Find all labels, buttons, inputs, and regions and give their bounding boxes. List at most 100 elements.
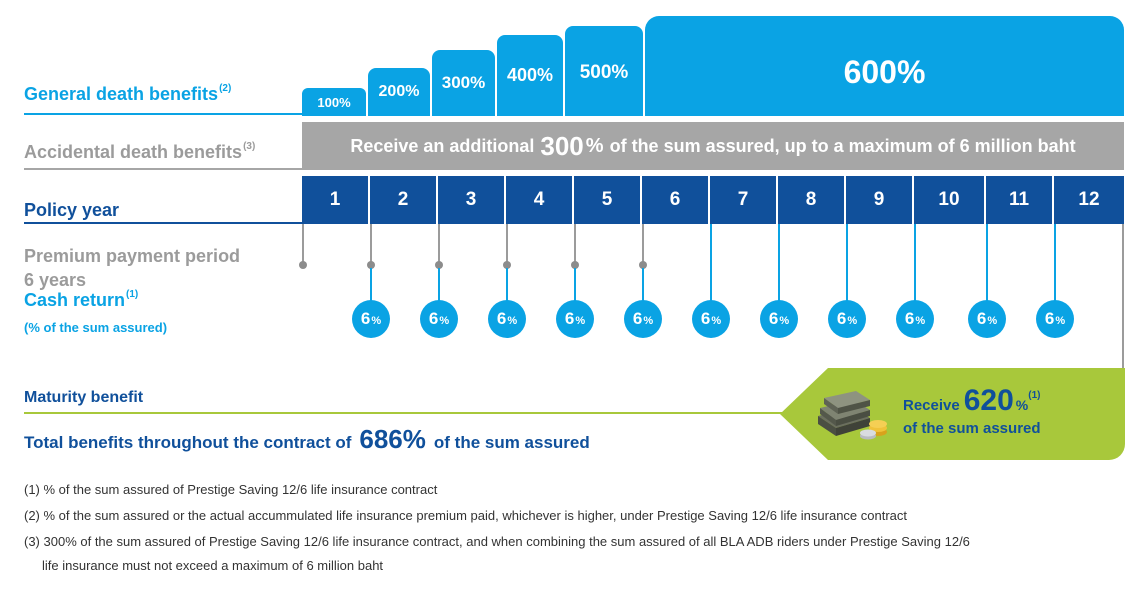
accidental-death-underline <box>24 168 302 170</box>
cash-connector-8 <box>846 224 848 302</box>
cash-circle-1-value: 6 <box>360 309 371 328</box>
death-step-4-value: 400% <box>506 65 554 85</box>
total-before: Total benefits throughout the contract o… <box>24 433 352 452</box>
cash-connector-3 <box>506 268 508 302</box>
cash-connector-6 <box>710 224 712 302</box>
death-step-6: 600% <box>645 16 1124 116</box>
cash-connector-7 <box>778 224 780 302</box>
year-2: 2 <box>370 176 436 224</box>
death-step-1-value: 100% <box>317 94 351 110</box>
year-5: 5 <box>574 176 640 224</box>
death-step-4: 400% <box>497 35 563 116</box>
general-death-underline <box>24 113 302 115</box>
cash-bundle-icon <box>818 391 870 436</box>
footnote-2: (2) % of the sum assured or the actual a… <box>24 508 908 523</box>
premium-line2: 6 years <box>24 270 87 290</box>
death-step-6-value: 600% <box>843 54 926 90</box>
year-2-value: 2 <box>397 189 409 210</box>
year-3: 3 <box>438 176 504 224</box>
year-5-value: 5 <box>601 189 613 210</box>
accidental-death-bar: Receive an additional 300% of the sum as… <box>302 122 1124 170</box>
year-11: 11 <box>986 176 1052 224</box>
cash-connector-9 <box>914 224 916 302</box>
maturity-label: Maturity benefit <box>24 389 144 406</box>
cash-circle-6: 6% <box>692 300 730 338</box>
maturity-connector <box>1122 224 1124 372</box>
accidental-death-label-text: Accidental death benefits <box>24 142 243 162</box>
maturity-receive: Receive <box>903 397 960 414</box>
death-step-5-value: 500% <box>579 62 629 83</box>
death-step-1: 100% <box>302 88 366 116</box>
maturity-line1: Receive 620% (1) <box>903 384 1041 418</box>
policy-year-underline <box>24 222 302 224</box>
cash-connector-5 <box>642 268 644 302</box>
cash-circle-3-unit: % <box>507 315 518 327</box>
death-step-2-value: 200% <box>378 83 420 100</box>
total-after: of the sum assured <box>433 433 590 452</box>
death-step-3-value: 300% <box>441 73 486 92</box>
cash-circle-7-value: 6 <box>768 309 779 328</box>
coins-icon <box>860 420 887 440</box>
cash-circle-1-unit: % <box>371 315 382 327</box>
total-benefits: Total benefits throughout the contract o… <box>24 424 590 455</box>
maturity-text: Receive 620% (1) of the sum assured <box>903 384 1041 437</box>
accidental-death-sup: (3) <box>243 141 256 152</box>
accidental-death-label: Accidental death benefits(3) <box>24 141 256 163</box>
premium-dot-6 <box>639 261 647 269</box>
year-9: 9 <box>846 176 912 224</box>
premium-connector-3 <box>438 224 440 264</box>
premium-connector-1 <box>302 224 304 264</box>
cash-connector-1 <box>370 268 372 302</box>
premium-dot-5 <box>571 261 579 269</box>
year-10-value: 10 <box>938 189 960 210</box>
premium-dot-1 <box>299 261 307 269</box>
premium-dot-2 <box>367 261 375 269</box>
cash-circle-5-unit: % <box>643 315 654 327</box>
year-12: 12 <box>1054 176 1124 224</box>
cash-circle-4-unit: % <box>575 315 586 327</box>
premium-dot-4 <box>503 261 511 269</box>
general-death-sup: (2) <box>219 83 232 94</box>
general-death-label-text: General death benefits <box>24 84 219 104</box>
cash-circle-9-value: 6 <box>904 309 915 328</box>
cash-connector-11 <box>1054 224 1056 302</box>
cash-return-label-text: Cash return <box>24 290 126 310</box>
cash-circle-11-value: 6 <box>1044 309 1055 328</box>
year-1: 1 <box>302 176 368 224</box>
footnote-3: (3) 300% of the sum assured of Prestige … <box>24 534 970 549</box>
cash-circle-11-unit: % <box>1055 315 1066 327</box>
cash-circle-3: 6% <box>488 300 526 338</box>
death-step-3: 300% <box>432 50 495 116</box>
cash-circle-2-value: 6 <box>428 309 439 328</box>
footnote-3-cont: life insurance must not exceed a maximum… <box>42 558 384 573</box>
footnote-1: (1) % of the sum assured of Prestige Sav… <box>24 482 438 497</box>
premium-line1: Premium payment period <box>24 246 241 266</box>
cash-connector-4 <box>574 268 576 302</box>
year-4: 4 <box>506 176 572 224</box>
cash-circle-7-unit: % <box>779 315 790 327</box>
year-9-value: 9 <box>873 189 885 210</box>
cash-return-sup: (1) <box>126 289 139 300</box>
money-stack-icon <box>818 391 887 440</box>
year-4-value: 4 <box>533 189 545 210</box>
maturity-underline <box>24 412 784 414</box>
cash-circle-3-value: 6 <box>496 309 507 328</box>
cash-circle-6-unit: % <box>711 315 722 327</box>
cash-circle-1: 6% <box>352 300 390 338</box>
premium-connector-6 <box>642 224 644 264</box>
maturity-unit: % <box>1015 397 1029 413</box>
accidental-highlight: 300 <box>540 130 584 161</box>
total-value: 686% <box>359 424 426 454</box>
maturity-sup: (1) <box>1028 390 1041 401</box>
accidental-text-after: of the sum assured, up to a maximum of 6… <box>609 135 1076 156</box>
cash-circle-5-value: 6 <box>632 309 643 328</box>
general-death-label: General death benefits(2) <box>24 83 232 105</box>
premium-dot-3 <box>435 261 443 269</box>
death-step-5: 500% <box>565 26 643 116</box>
cash-return-sub: (% of the sum assured) <box>24 320 168 335</box>
accidental-text-before: Receive an additional <box>350 135 535 156</box>
cash-circle-10-unit: % <box>987 315 998 327</box>
cash-circle-2-unit: % <box>439 315 450 327</box>
year-12-value: 12 <box>1078 189 1100 210</box>
cash-circle-4-value: 6 <box>564 309 575 328</box>
